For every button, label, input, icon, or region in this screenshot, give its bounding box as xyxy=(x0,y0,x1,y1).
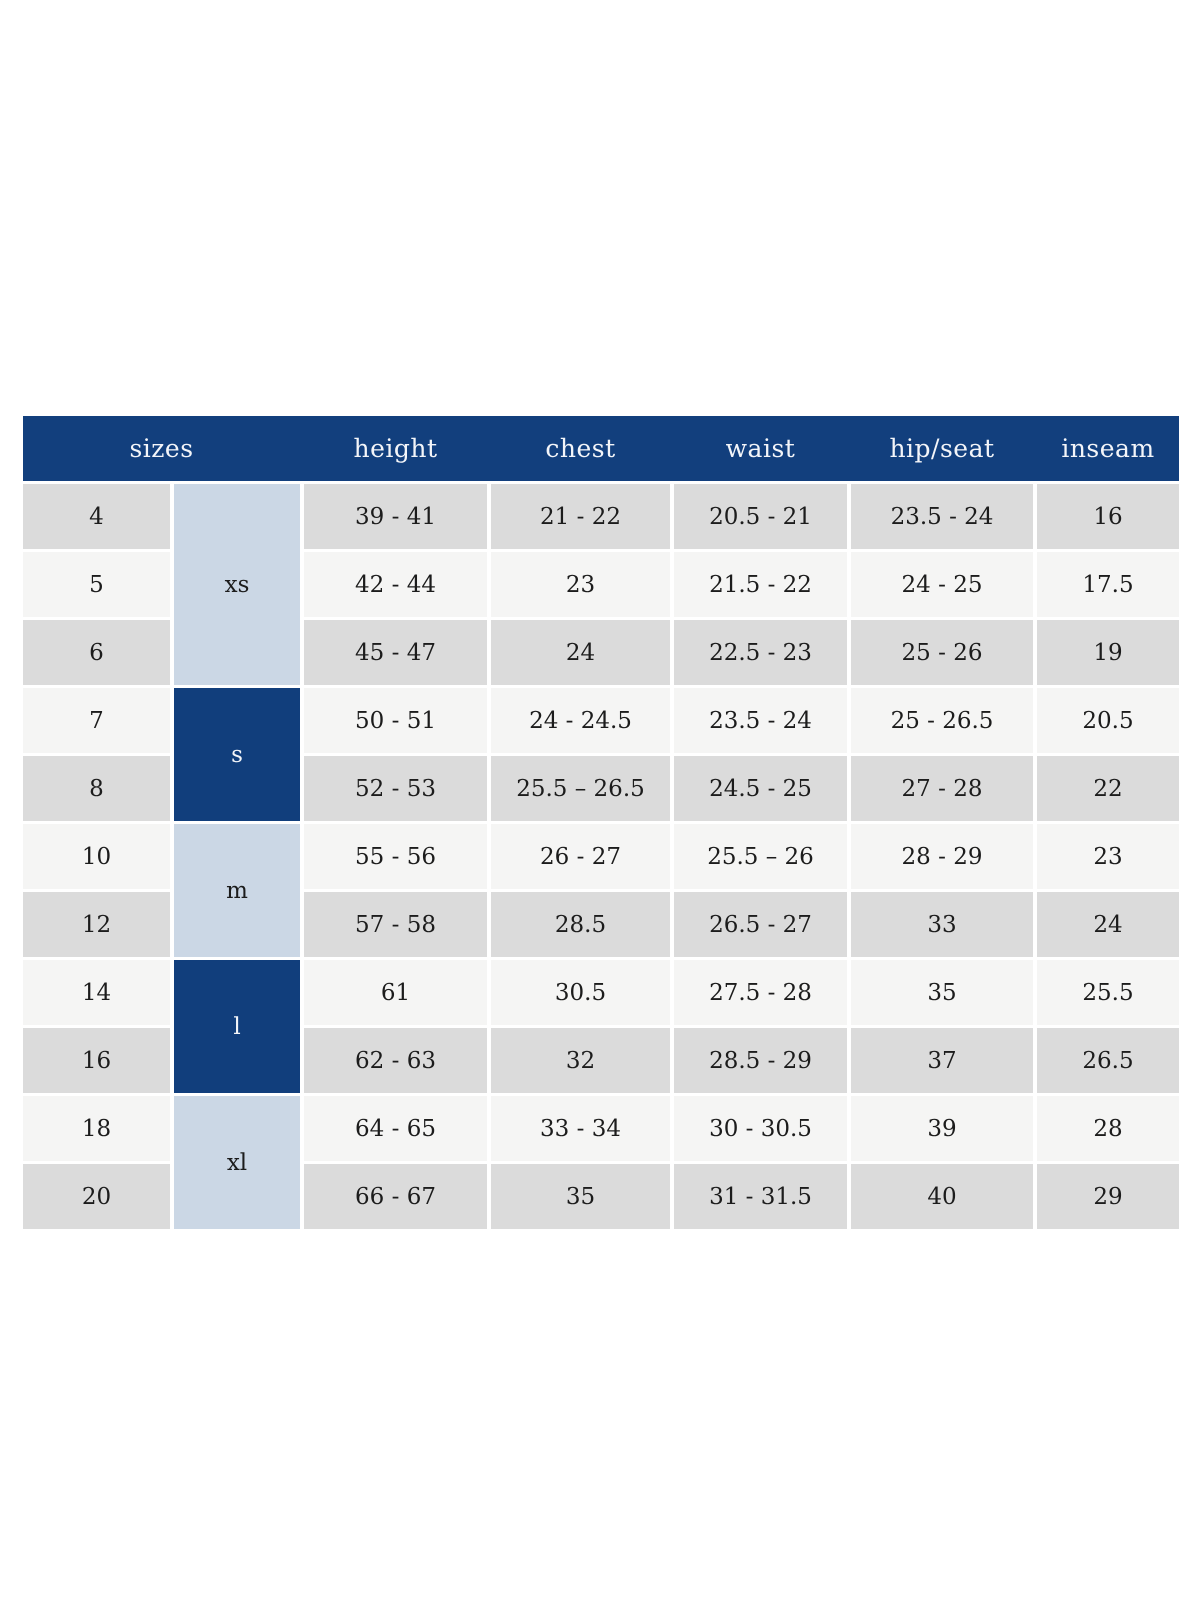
cell-inseam-size-20: 29 xyxy=(1037,1164,1179,1229)
size-group-xs: xs xyxy=(174,484,300,685)
cell-chest-size-14: 30.5 xyxy=(491,960,670,1025)
cell-size-size-14: 14 xyxy=(23,960,170,1025)
cell-hip-seat-size-6: 25 - 26 xyxy=(851,620,1033,685)
cell-height-size-14: 61 xyxy=(304,960,487,1025)
cell-hip-seat-size-4: 23.5 - 24 xyxy=(851,484,1033,549)
cell-inseam-size-16: 26.5 xyxy=(1037,1028,1179,1093)
column-header-sizes: sizes xyxy=(129,434,194,463)
cell-inseam-size-14: 25.5 xyxy=(1037,960,1179,1025)
cell-chest-size-16: 32 xyxy=(491,1028,670,1093)
cell-height-size-4: 39 - 41 xyxy=(304,484,487,549)
cell-height-size-5: 42 - 44 xyxy=(304,552,487,617)
size-group-l: l xyxy=(174,960,300,1093)
cell-chest-size-6: 24 xyxy=(491,620,670,685)
cell-waist-size-8: 24.5 - 25 xyxy=(674,756,847,821)
size-group-xl: xl xyxy=(174,1096,300,1229)
cell-height-size-8: 52 - 53 xyxy=(304,756,487,821)
cell-chest-size-10: 26 - 27 xyxy=(491,824,670,889)
column-header-inseam: inseam xyxy=(1061,434,1155,463)
cell-hip-seat-size-7: 25 - 26.5 xyxy=(851,688,1033,753)
cell-hip-seat-size-8: 27 - 28 xyxy=(851,756,1033,821)
cell-inseam-size-5: 17.5 xyxy=(1037,552,1179,617)
cell-size-size-4: 4 xyxy=(23,484,170,549)
table-header-row: sizes height chest waist hip/seat inseam xyxy=(23,416,1179,481)
cell-waist-size-20: 31 - 31.5 xyxy=(674,1164,847,1229)
column-header-waist: waist xyxy=(725,434,796,463)
cell-hip-seat-size-16: 37 xyxy=(851,1028,1033,1093)
cell-height-size-7: 50 - 51 xyxy=(304,688,487,753)
cell-hip-seat-size-14: 35 xyxy=(851,960,1033,1025)
cell-waist-size-18: 30 - 30.5 xyxy=(674,1096,847,1161)
cell-inseam-size-7: 20.5 xyxy=(1037,688,1179,753)
cell-chest-size-7: 24 - 24.5 xyxy=(491,688,670,753)
cell-hip-seat-size-12: 33 xyxy=(851,892,1033,957)
cell-size-size-16: 16 xyxy=(23,1028,170,1093)
cell-waist-size-10: 25.5 – 26 xyxy=(674,824,847,889)
cell-waist-size-7: 23.5 - 24 xyxy=(674,688,847,753)
cell-size-size-7: 7 xyxy=(23,688,170,753)
cell-hip-seat-size-20: 40 xyxy=(851,1164,1033,1229)
cell-chest-size-12: 28.5 xyxy=(491,892,670,957)
cell-height-size-18: 64 - 65 xyxy=(304,1096,487,1161)
column-header-height: height xyxy=(353,434,438,463)
column-header-hip-seat: hip/seat xyxy=(889,434,995,463)
cell-chest-size-5: 23 xyxy=(491,552,670,617)
cell-size-size-8: 8 xyxy=(23,756,170,821)
size-chart-table: sizes height chest waist hip/seat inseam… xyxy=(23,416,1179,1229)
cell-inseam-size-18: 28 xyxy=(1037,1096,1179,1161)
cell-hip-seat-size-10: 28 - 29 xyxy=(851,824,1033,889)
cell-waist-size-4: 20.5 - 21 xyxy=(674,484,847,549)
cell-height-size-6: 45 - 47 xyxy=(304,620,487,685)
cell-size-size-12: 12 xyxy=(23,892,170,957)
column-header-chest: chest xyxy=(545,434,616,463)
cell-waist-size-5: 21.5 - 22 xyxy=(674,552,847,617)
cell-chest-size-8: 25.5 – 26.5 xyxy=(491,756,670,821)
cell-height-size-12: 57 - 58 xyxy=(304,892,487,957)
cell-size-size-5: 5 xyxy=(23,552,170,617)
cell-inseam-size-4: 16 xyxy=(1037,484,1179,549)
cell-waist-size-16: 28.5 - 29 xyxy=(674,1028,847,1093)
cell-chest-size-18: 33 - 34 xyxy=(491,1096,670,1161)
cell-chest-size-20: 35 xyxy=(491,1164,670,1229)
cell-inseam-size-12: 24 xyxy=(1037,892,1179,957)
cell-inseam-size-8: 22 xyxy=(1037,756,1179,821)
cell-size-size-18: 18 xyxy=(23,1096,170,1161)
cell-size-size-6: 6 xyxy=(23,620,170,685)
cell-chest-size-4: 21 - 22 xyxy=(491,484,670,549)
cell-height-size-16: 62 - 63 xyxy=(304,1028,487,1093)
cell-inseam-size-10: 23 xyxy=(1037,824,1179,889)
cell-height-size-10: 55 - 56 xyxy=(304,824,487,889)
cell-size-size-10: 10 xyxy=(23,824,170,889)
cell-hip-seat-size-18: 39 xyxy=(851,1096,1033,1161)
cell-waist-size-14: 27.5 - 28 xyxy=(674,960,847,1025)
table-body: 4 39 - 41 21 - 22 20.5 - 21 23.5 - 24 16 5 42 -… xyxy=(23,484,1179,1229)
cell-inseam-size-6: 19 xyxy=(1037,620,1179,685)
size-group-s: s xyxy=(174,688,300,821)
cell-waist-size-12: 26.5 - 27 xyxy=(674,892,847,957)
cell-size-size-20: 20 xyxy=(23,1164,170,1229)
size-group-m: m xyxy=(174,824,300,957)
cell-height-size-20: 66 - 67 xyxy=(304,1164,487,1229)
cell-hip-seat-size-5: 24 - 25 xyxy=(851,552,1033,617)
cell-waist-size-6: 22.5 - 23 xyxy=(674,620,847,685)
